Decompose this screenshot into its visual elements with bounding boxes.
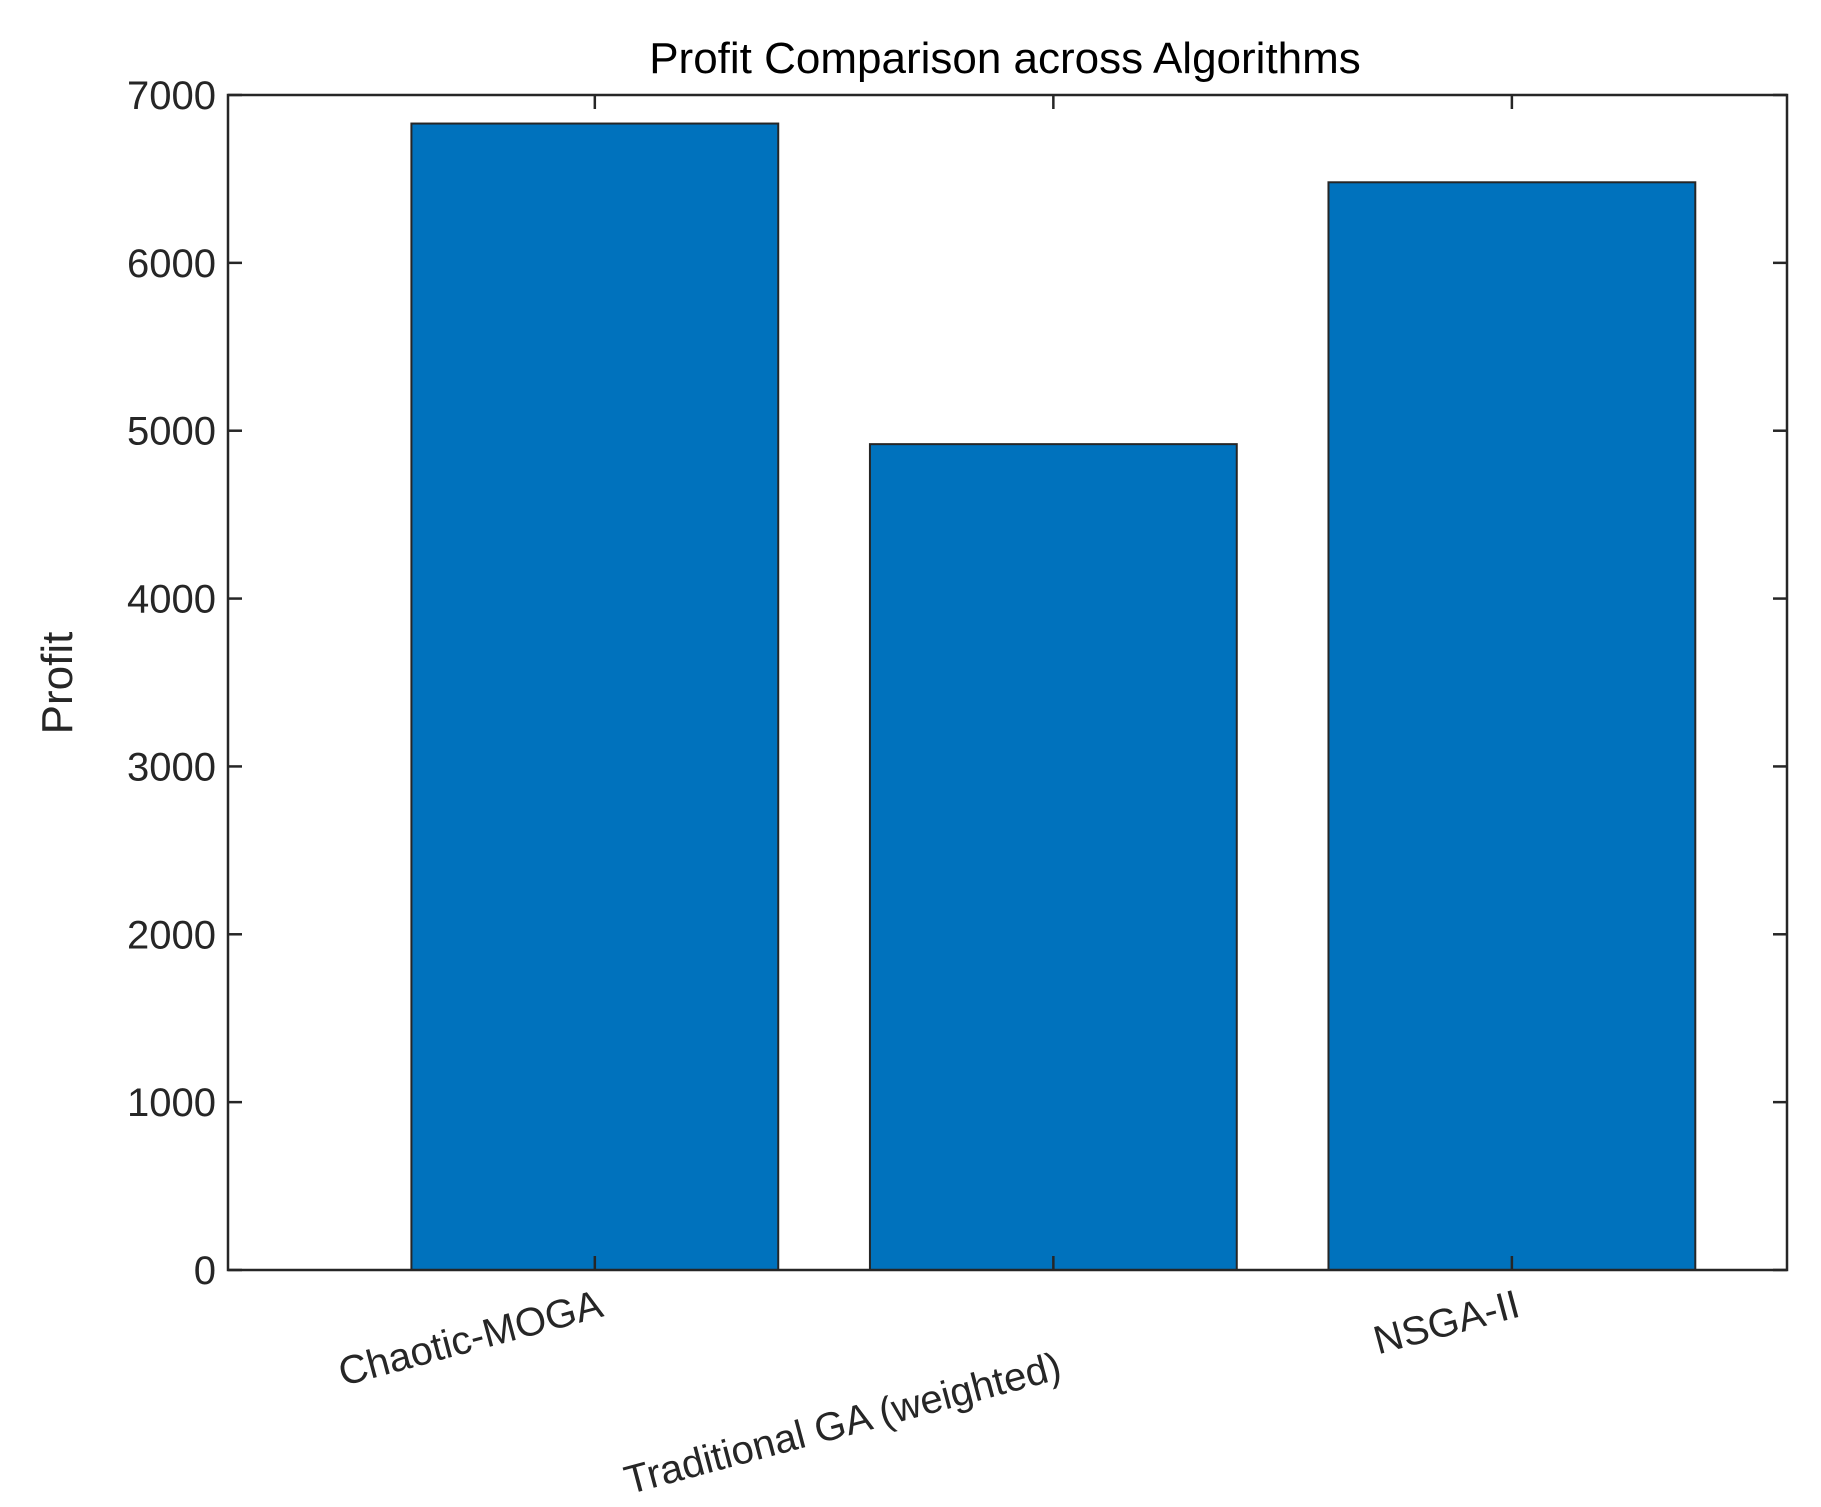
y-tick-label: 0 <box>194 1249 216 1293</box>
y-tick-label: 4000 <box>127 578 216 622</box>
bars-group <box>410 122 1697 1271</box>
y-tick-label: 6000 <box>127 242 216 286</box>
plot-frame <box>226 93 1789 1272</box>
y-tick-label: 5000 <box>127 410 216 454</box>
x-tick-label: Traditional GA (weighted) <box>620 1344 1066 1502</box>
y-axis-label: Profit <box>33 632 82 735</box>
chart-title: Profit Comparison across Algorithms <box>649 34 1361 83</box>
x-tick-label: Chaotic-MOGA <box>334 1282 608 1395</box>
bar-3 <box>1327 181 1697 1271</box>
y-tick-label: 3000 <box>127 745 216 789</box>
y-tick-label: 2000 <box>127 913 216 957</box>
y-tick-label: 1000 <box>127 1081 216 1125</box>
y-tick-label: 7000 <box>127 74 216 118</box>
x-tick-label: NSGA-II <box>1369 1282 1524 1363</box>
bar-2 <box>868 443 1238 1271</box>
bar-1 <box>410 122 780 1271</box>
